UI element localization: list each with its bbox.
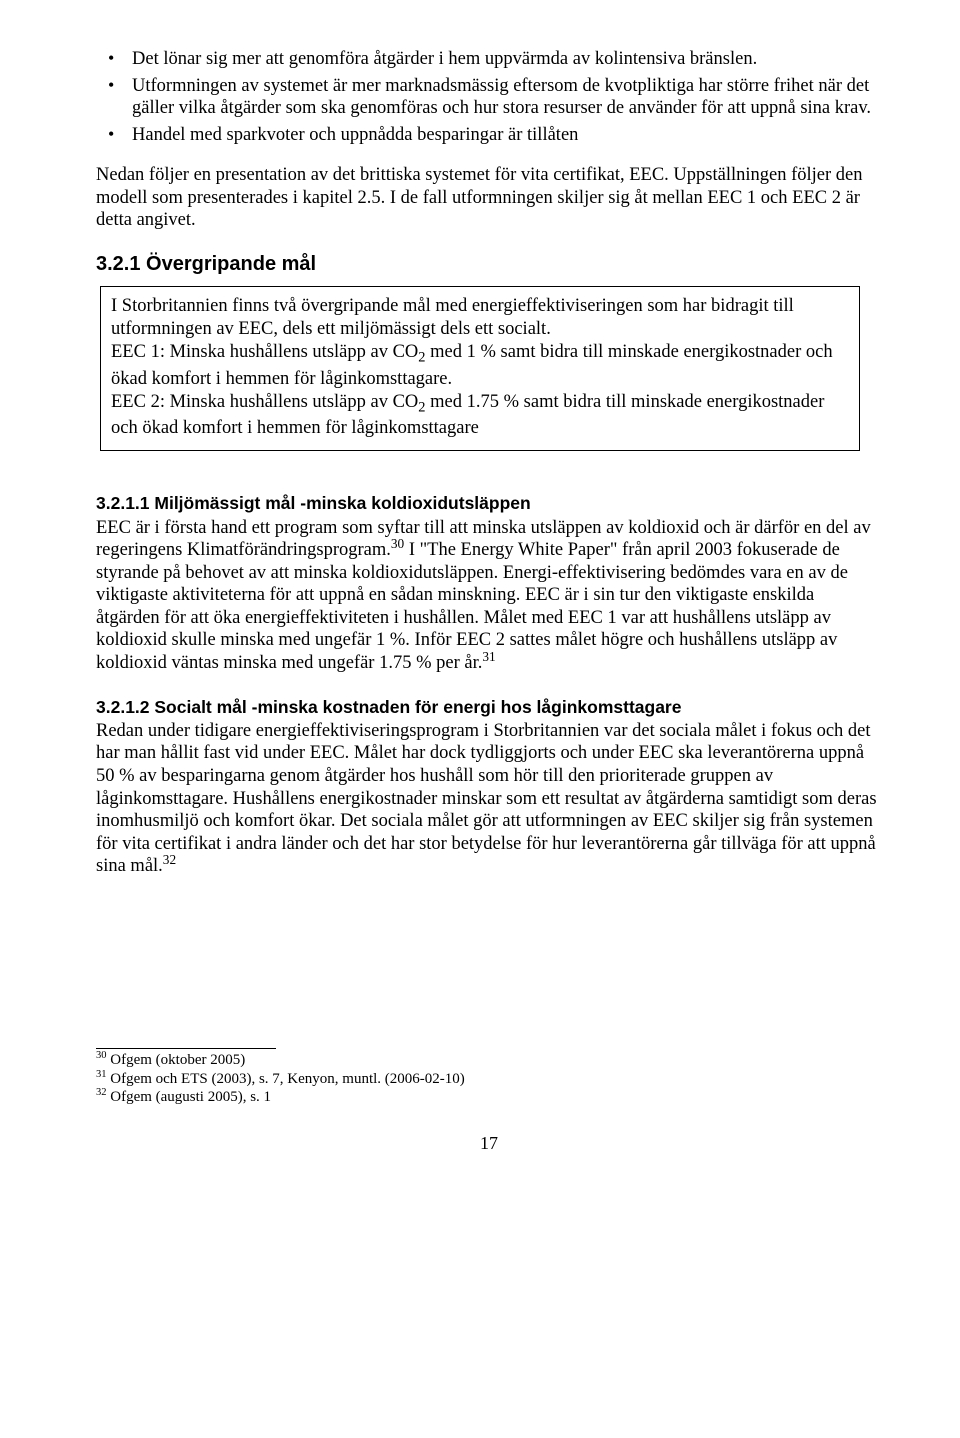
bullet-item: Det lönar sig mer att genomföra åtgärder… xyxy=(96,48,882,71)
footnote-text: Ofgem och ETS (2003), s. 7, Kenyon, munt… xyxy=(107,1071,465,1087)
footnote-ref-30: 30 xyxy=(391,536,404,551)
footnote-31: 31 Ofgem och ETS (2003), s. 7, Kenyon, m… xyxy=(96,1070,882,1089)
footnote-ref-32: 32 xyxy=(163,852,176,867)
bullet-list: Det lönar sig mer att genomföra åtgärder… xyxy=(96,48,882,146)
box-line-3a: EEC 2: Minska hushållens utsläpp av CO xyxy=(111,392,418,412)
footnote-num: 32 xyxy=(96,1087,107,1098)
heading-3-2-1-2: 3.2.1.2 Socialt mål -minska kostnaden fö… xyxy=(96,697,882,718)
paragraph-3-2-1-2: Redan under tidigare energieffektiviseri… xyxy=(96,720,882,878)
footnote-32: 32 Ofgem (augusti 2005), s. 1 xyxy=(96,1088,882,1107)
co2-subscript: 2 xyxy=(418,399,425,415)
paragraph-3-2-1-1: EEC är i första hand ett program som syf… xyxy=(96,517,882,675)
footnotes: 30 Ofgem (oktober 2005) 31 Ofgem och ETS… xyxy=(96,1051,882,1107)
footnote-ref-31: 31 xyxy=(482,649,495,664)
p3212-text: Redan under tidigare energieffektiviseri… xyxy=(96,721,877,876)
goals-box: I Storbritannien finns två övergripande … xyxy=(100,286,860,451)
bullet-item: Handel med sparkvoter och uppnådda bespa… xyxy=(96,124,882,147)
co2-subscript: 2 xyxy=(418,350,425,366)
page-number: 17 xyxy=(96,1133,882,1155)
footnote-num: 31 xyxy=(96,1069,107,1080)
heading-3-2-1-1: 3.2.1.1 Miljömässigt mål -minska koldiox… xyxy=(96,493,882,514)
footnote-text: Ofgem (augusti 2005), s. 1 xyxy=(107,1089,272,1105)
bullet-item: Utformningen av systemet är mer marknads… xyxy=(96,75,882,120)
footnote-text: Ofgem (oktober 2005) xyxy=(107,1052,246,1068)
box-line-1: I Storbritannien finns två övergripande … xyxy=(111,296,794,339)
footnote-30: 30 Ofgem (oktober 2005) xyxy=(96,1051,882,1070)
heading-3-2-1: 3.2.1 Övergripande mål xyxy=(96,252,882,276)
footnote-num: 30 xyxy=(96,1050,107,1061)
box-line-2a: EEC 1: Minska hushållens utsläpp av CO xyxy=(111,342,418,362)
intro-paragraph: Nedan följer en presentation av det brit… xyxy=(96,164,882,232)
footnote-rule xyxy=(96,1048,276,1049)
